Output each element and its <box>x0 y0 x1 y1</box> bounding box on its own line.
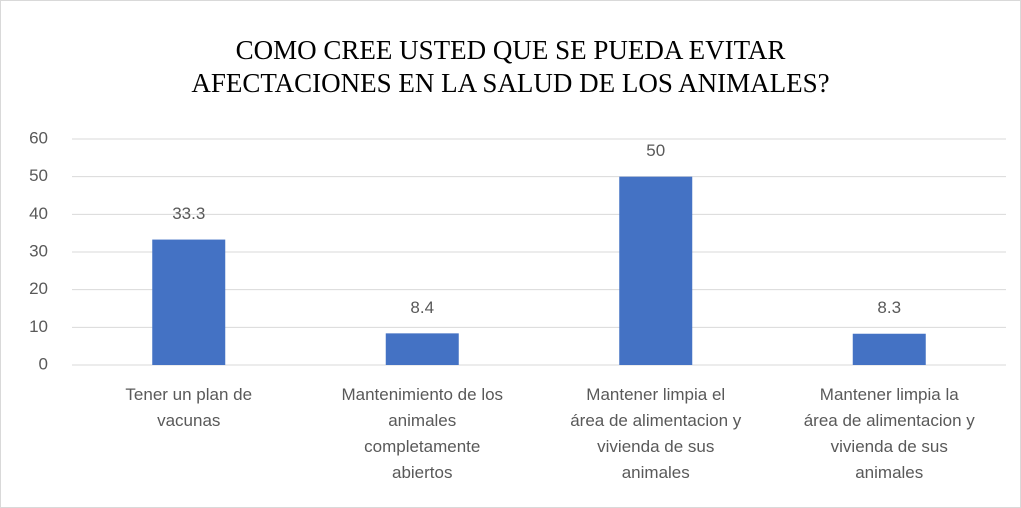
x-tick-label: Mantener limpia la área de alimentacion … <box>803 385 975 482</box>
y-tick-label: 30 <box>29 241 48 260</box>
bar <box>852 333 926 365</box>
y-tick-label: 20 <box>29 279 48 298</box>
data-label: 8.3 <box>877 298 901 317</box>
y-tick-label: 40 <box>29 204 48 223</box>
y-tick-label: 0 <box>39 354 48 373</box>
bar <box>152 239 226 365</box>
bar <box>619 176 693 365</box>
data-label: 8.4 <box>410 298 434 317</box>
chart-title: COMO CREE USTED QUE SE PUEDA EVITAR AFEC… <box>191 35 830 98</box>
bar <box>385 333 459 365</box>
x-tick-label: Tener un plan de vacunas <box>125 385 253 430</box>
y-tick-label: 50 <box>29 166 48 185</box>
y-tick-label: 10 <box>29 317 48 336</box>
x-tick-label: Mantener limpia el área de alimentacion … <box>570 385 742 482</box>
x-tick-label: Mantenimiento de los animales completame… <box>341 385 504 482</box>
y-tick-label: 60 <box>29 128 48 147</box>
data-label: 33.3 <box>172 204 205 223</box>
data-label: 50 <box>646 141 665 160</box>
